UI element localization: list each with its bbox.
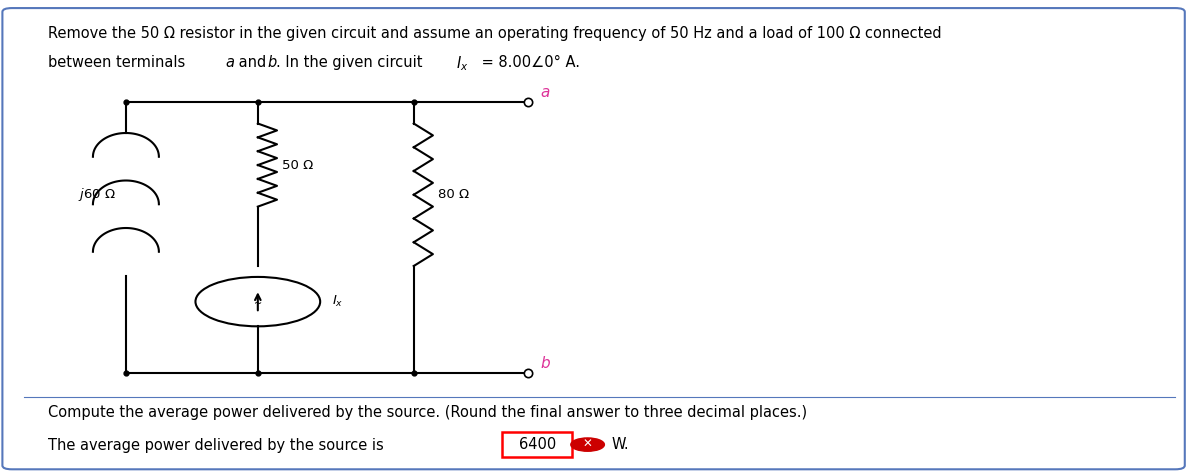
Circle shape (196, 277, 320, 326)
Text: a: a (226, 55, 234, 70)
FancyBboxPatch shape (503, 432, 572, 457)
Text: and: and (234, 55, 271, 70)
Text: 50 Ω: 50 Ω (282, 159, 313, 171)
Text: b: b (268, 55, 277, 70)
Text: $I_x$: $I_x$ (456, 55, 468, 73)
Text: $j$60 Ω: $j$60 Ω (78, 186, 116, 203)
Text: $a$: $a$ (540, 85, 550, 100)
Text: 80 Ω: 80 Ω (438, 188, 469, 201)
Text: The average power delivered by the source is: The average power delivered by the sourc… (48, 438, 384, 453)
Text: = 8.00∠0° A.: = 8.00∠0° A. (478, 55, 581, 70)
Text: . In the given circuit: . In the given circuit (276, 55, 427, 70)
Text: W.: W. (612, 437, 629, 452)
Text: $I_x$: $I_x$ (332, 294, 343, 309)
Text: 6400: 6400 (518, 437, 556, 452)
Text: Remove the 50 Ω resistor in the given circuit and assume an operating frequency : Remove the 50 Ω resistor in the given ci… (48, 26, 942, 41)
Text: $b$: $b$ (540, 354, 551, 371)
FancyBboxPatch shape (2, 8, 1184, 469)
Text: Compute the average power delivered by the source. (Round the final answer to th: Compute the average power delivered by t… (48, 405, 808, 420)
Text: ~: ~ (253, 299, 262, 309)
Circle shape (571, 438, 605, 451)
Text: between terminals: between terminals (48, 55, 190, 70)
Text: ✕: ✕ (583, 438, 593, 451)
